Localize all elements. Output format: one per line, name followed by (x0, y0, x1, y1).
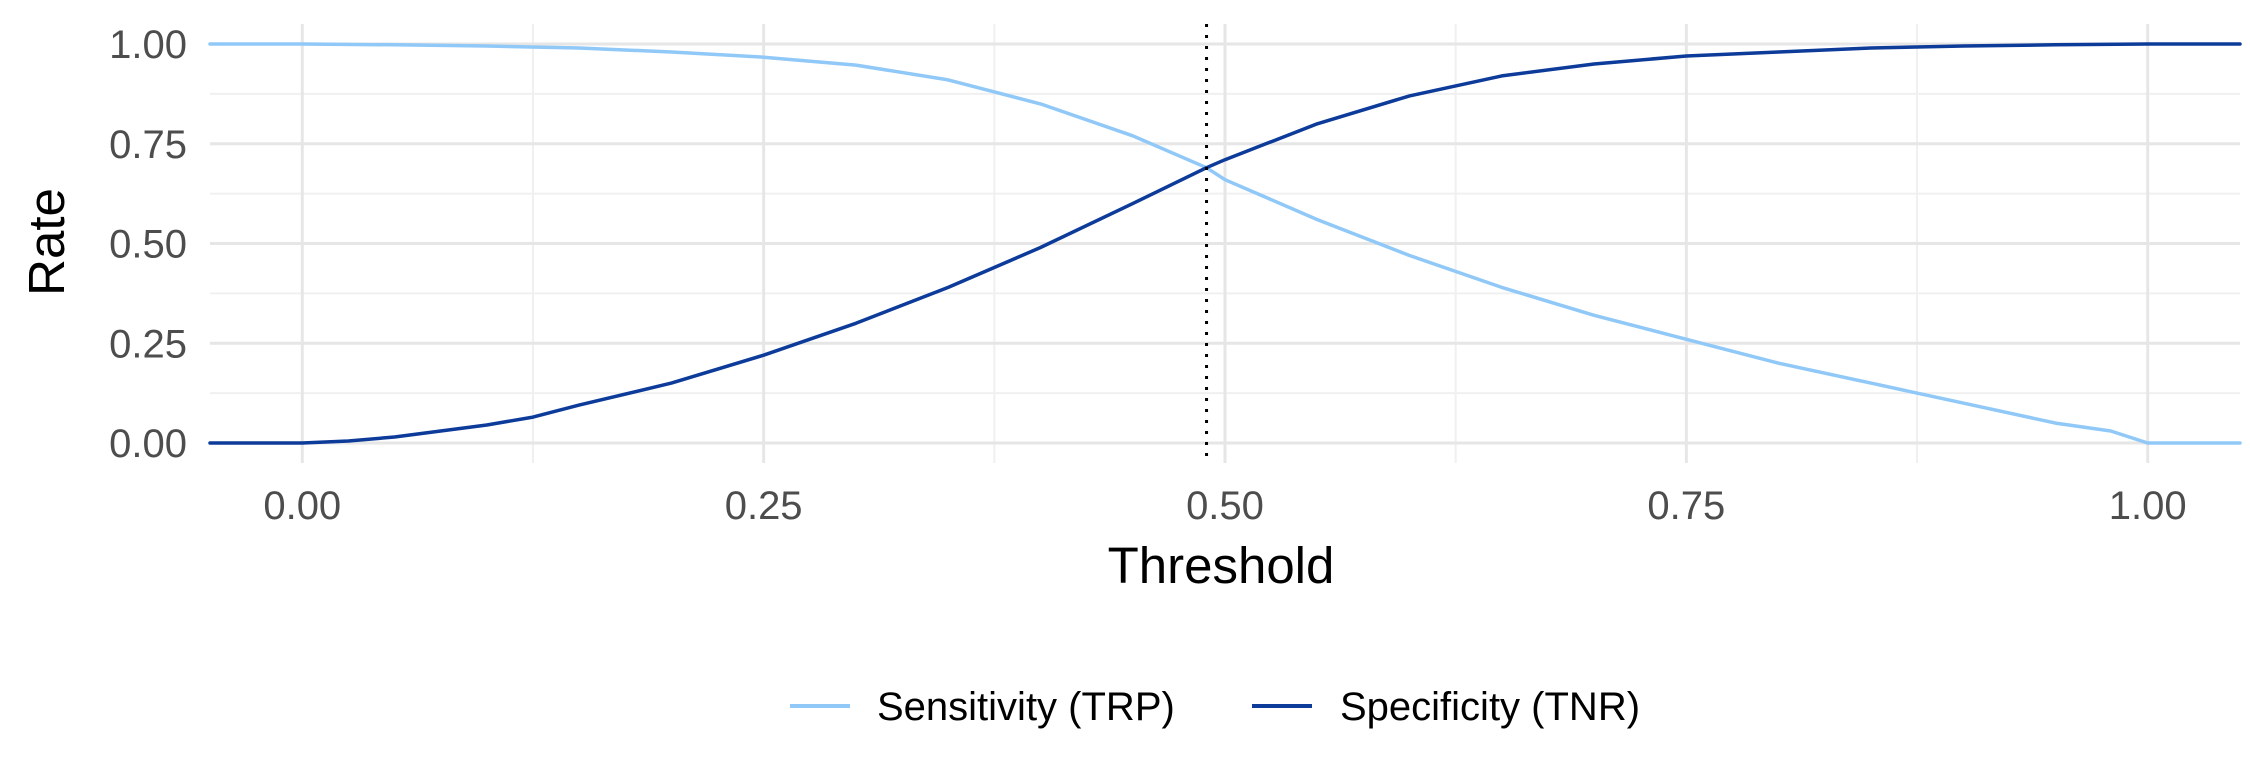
y-tick-labels: 0.00 0.25 0.50 0.75 1.00 (109, 23, 187, 466)
y-tick-label: 0.25 (109, 322, 187, 366)
series-lines (208, 42, 2242, 445)
y-tick-label: 1.00 (109, 23, 187, 67)
x-axis-title: Threshold (1108, 537, 1335, 594)
y-tick-label: 0.50 (109, 223, 187, 267)
y-tick-label: 0.75 (109, 123, 187, 167)
legend-label-specificity: Specificity (TNR) (1340, 685, 1640, 729)
x-tick-labels: 0.00 0.25 0.50 0.75 1.00 (263, 484, 2186, 528)
major-gridlines (210, 24, 2240, 463)
x-tick-label: 0.25 (725, 484, 803, 528)
sensitivity-line (208, 42, 2242, 445)
x-tick-label: 0.75 (1647, 484, 1725, 528)
legend-label-sensitivity: Sensitivity (TRP) (877, 685, 1175, 729)
x-tick-label: 1.00 (2109, 484, 2187, 528)
x-tick-label: 0.50 (1186, 484, 1264, 528)
specificity-line (208, 42, 2242, 445)
legend: Sensitivity (TRP) Specificity (TNR) (790, 685, 1640, 729)
y-tick-label: 0.00 (109, 422, 187, 466)
y-axis-title: Rate (18, 188, 75, 296)
x-tick-label: 0.00 (263, 484, 341, 528)
